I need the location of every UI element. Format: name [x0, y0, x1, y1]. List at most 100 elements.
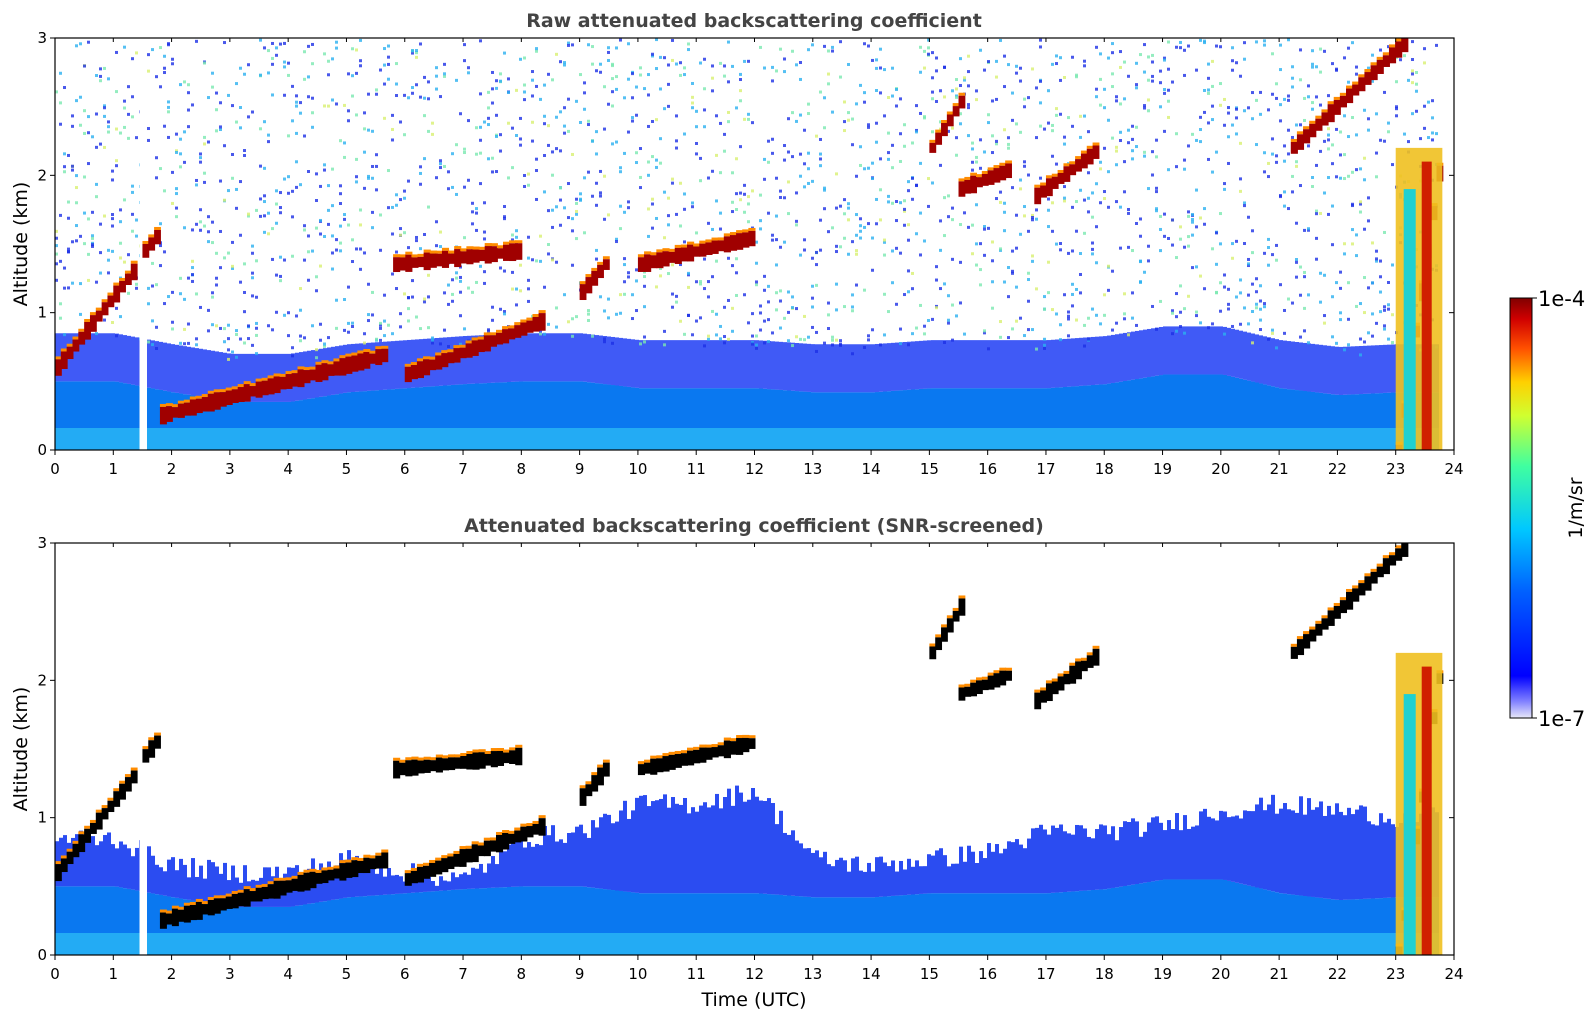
screened-column: [1363, 806, 1367, 899]
noise-pixel: [83, 211, 86, 215]
surface-layer: [1239, 428, 1243, 450]
noise-pixel: [395, 94, 398, 98]
residual-layer: [783, 342, 787, 391]
aerosol-column: [1007, 388, 1011, 450]
cloud-edge: [1333, 96, 1341, 100]
noise-pixel: [1395, 107, 1398, 111]
noise-pixel: [1415, 109, 1418, 113]
noise-pixel: [975, 203, 978, 207]
noise-pixel: [527, 256, 530, 260]
noise-pixel: [183, 297, 186, 301]
noise-pixel: [727, 298, 730, 302]
aerosol-column: [687, 893, 691, 955]
noise-pixel: [1083, 231, 1086, 235]
surface-layer: [659, 933, 663, 955]
surface-layer: [863, 428, 867, 450]
cloud-core: [381, 348, 389, 363]
noise-pixel: [591, 334, 594, 338]
surface-layer: [339, 933, 343, 955]
noise-pixel: [59, 71, 62, 75]
noise-pixel: [643, 340, 646, 344]
surface-layer: [59, 933, 63, 955]
noise-pixel: [627, 271, 630, 275]
noise-pixel: [879, 343, 882, 347]
noise-pixel: [379, 68, 382, 72]
screened-column: [147, 846, 151, 893]
x-tick-label: 24: [1444, 460, 1463, 478]
cloud-edge: [101, 805, 109, 809]
noise-pixel: [1215, 291, 1218, 295]
aerosol-column: [291, 401, 295, 450]
screened-column: [551, 825, 555, 887]
aerosol-column: [1003, 388, 1007, 450]
noise-pixel: [1219, 242, 1222, 246]
noise-pixel: [1363, 156, 1366, 160]
noise-pixel: [551, 225, 554, 229]
noise-pixel: [1331, 243, 1334, 247]
aerosol-column: [379, 895, 383, 955]
aerosol-column: [239, 906, 243, 955]
noise-pixel: [603, 337, 606, 341]
noise-pixel: [499, 307, 502, 311]
noise-pixel: [627, 206, 630, 210]
noise-pixel: [1135, 145, 1138, 149]
aerosol-column: [275, 401, 279, 450]
cloud-core: [213, 392, 221, 410]
aerosol-column: [339, 393, 343, 450]
residual-layer: [483, 335, 487, 384]
cloud-core: [207, 393, 215, 412]
noise-pixel: [619, 311, 622, 315]
screened-column: [487, 863, 491, 888]
noise-pixel: [147, 302, 150, 306]
noise-pixel: [707, 280, 710, 284]
noise-pixel: [1211, 59, 1214, 63]
aerosol-column: [99, 886, 103, 955]
noise-pixel: [1007, 146, 1010, 150]
noise-pixel: [395, 203, 398, 207]
noise-pixel: [1235, 295, 1238, 299]
surface-layer: [463, 428, 467, 450]
noise-pixel: [731, 64, 734, 68]
noise-pixel: [167, 100, 170, 104]
noise-pixel: [831, 338, 834, 342]
residual-layer: [547, 333, 551, 382]
noise-pixel: [1147, 109, 1150, 113]
aerosol-column: [1003, 893, 1007, 955]
noise-pixel: [1107, 205, 1110, 209]
noise-pixel: [1207, 62, 1210, 66]
residual-layer: [1223, 326, 1227, 375]
noise-pixel: [767, 160, 770, 164]
noise-pixel: [263, 120, 266, 124]
noise-pixel: [1303, 96, 1306, 100]
noise-pixel: [1191, 266, 1194, 270]
noise-pixel: [223, 41, 226, 45]
noise-pixel: [507, 90, 510, 94]
cloud-core: [231, 389, 239, 403]
noise-pixel: [1239, 291, 1242, 295]
aerosol-column: [247, 401, 251, 450]
noise-pixel: [987, 226, 990, 230]
noise-pixel: [495, 86, 498, 90]
noise-pixel: [1151, 60, 1154, 64]
noise-pixel: [95, 182, 98, 186]
screened-column: [1299, 796, 1303, 896]
noise-pixel: [1287, 152, 1290, 156]
residual-layer: [1147, 328, 1151, 378]
noise-pixel: [983, 227, 986, 231]
noise-pixel: [219, 125, 222, 129]
screened-column: [1039, 824, 1043, 894]
surface-layer: [991, 428, 995, 450]
noise-pixel: [795, 119, 798, 123]
noise-pixel: [487, 90, 490, 94]
surface-layer: [819, 428, 823, 450]
surface-layer: [935, 933, 939, 955]
residual-layer: [247, 353, 251, 402]
residual-layer: [131, 336, 135, 385]
noise-pixel: [71, 164, 74, 168]
noise-pixel: [107, 258, 110, 262]
noise-pixel: [1279, 43, 1282, 47]
surface-layer: [487, 933, 491, 955]
noise-pixel: [1203, 222, 1206, 226]
aerosol-column: [1083, 890, 1087, 955]
aerosol-column: [191, 395, 195, 450]
